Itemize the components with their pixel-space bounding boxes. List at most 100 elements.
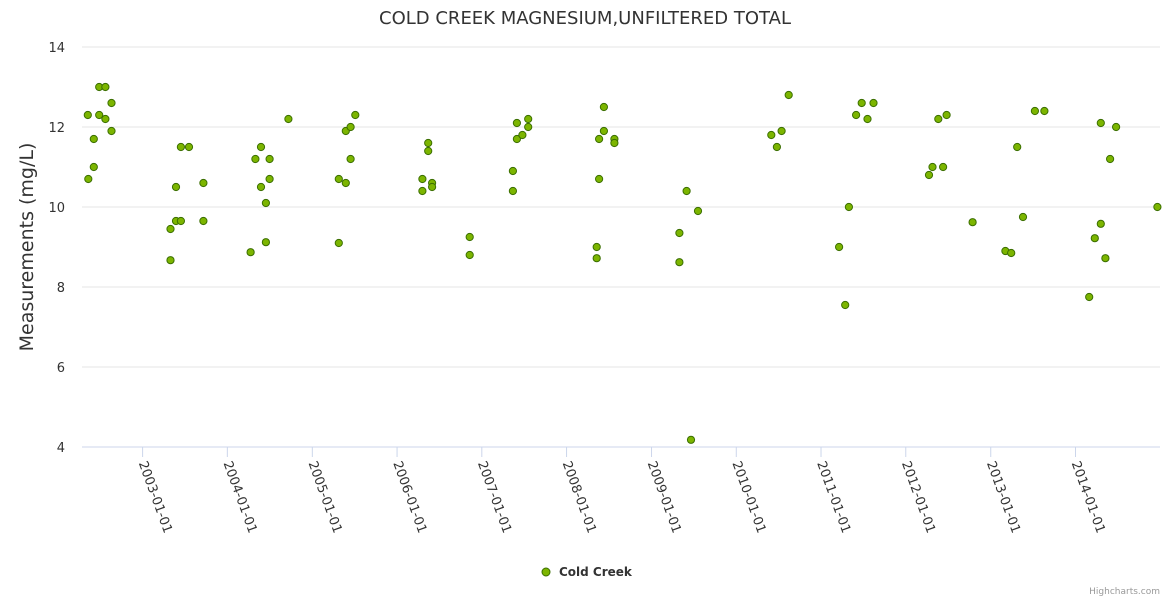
data-point[interactable] xyxy=(863,114,872,124)
data-point[interactable] xyxy=(107,126,116,136)
data-point[interactable] xyxy=(84,174,93,184)
data-point[interactable] xyxy=(942,110,951,120)
y-tick-label: 8 xyxy=(57,281,65,296)
data-point[interactable] xyxy=(508,186,518,196)
series-cold-creek xyxy=(83,82,1162,444)
data-point[interactable] xyxy=(772,142,782,152)
data-point[interactable] xyxy=(265,154,274,164)
data-point[interactable] xyxy=(284,114,293,124)
data-point[interactable] xyxy=(418,174,427,184)
data-point[interactable] xyxy=(89,134,98,144)
data-point[interactable] xyxy=(166,256,175,265)
data-point[interactable] xyxy=(176,216,185,226)
data-point[interactable] xyxy=(184,142,194,152)
data-point[interactable] xyxy=(524,114,533,124)
y-tick-label: 12 xyxy=(48,121,65,136)
data-point[interactable] xyxy=(518,130,527,140)
data-point[interactable] xyxy=(610,138,619,148)
data-point[interactable] xyxy=(418,186,427,196)
data-point[interactable] xyxy=(346,154,355,164)
data-point[interactable] xyxy=(166,224,175,234)
data-point[interactable] xyxy=(199,216,208,226)
data-point[interactable] xyxy=(176,142,185,152)
data-point[interactable] xyxy=(784,90,793,100)
data-point[interactable] xyxy=(261,238,270,247)
data-point[interactable] xyxy=(841,300,850,310)
data-point[interactable] xyxy=(928,162,937,172)
y-tick-label: 6 xyxy=(57,361,65,376)
data-point[interactable] xyxy=(512,118,522,128)
data-point[interactable] xyxy=(251,154,260,164)
y-tick-label: 10 xyxy=(48,201,65,216)
data-point[interactable] xyxy=(424,146,433,156)
data-point[interactable] xyxy=(682,186,691,196)
data-point[interactable] xyxy=(675,258,684,267)
data-point[interactable] xyxy=(256,142,266,152)
data-point[interactable] xyxy=(1153,202,1162,212)
data-point[interactable] xyxy=(599,126,609,136)
data-point[interactable] xyxy=(844,202,854,212)
data-point[interactable] xyxy=(857,98,866,108)
data-point[interactable] xyxy=(1101,254,1110,263)
data-point[interactable] xyxy=(869,98,878,108)
data-point[interactable] xyxy=(592,254,601,263)
data-point[interactable] xyxy=(1106,154,1115,164)
data-point[interactable] xyxy=(777,126,786,136)
data-point[interactable] xyxy=(89,162,98,172)
data-point[interactable] xyxy=(693,206,703,216)
data-point[interactable] xyxy=(924,170,934,180)
data-point[interactable] xyxy=(524,122,533,132)
data-point[interactable] xyxy=(83,110,92,120)
data-point[interactable] xyxy=(341,178,350,188)
data-point[interactable] xyxy=(1030,106,1040,116)
data-point[interactable] xyxy=(95,110,104,120)
data-point[interactable] xyxy=(346,122,355,132)
data-point[interactable] xyxy=(1090,234,1099,243)
data-point[interactable] xyxy=(334,174,343,184)
chart-title: COLD CREEK MAGNESIUM,UNFILTERED TOTAL xyxy=(379,8,791,29)
data-point[interactable] xyxy=(1096,118,1105,128)
data-point[interactable] xyxy=(199,178,208,188)
data-point[interactable] xyxy=(934,114,943,124)
data-point[interactable] xyxy=(686,435,696,444)
data-point[interactable] xyxy=(835,242,844,252)
data-point[interactable] xyxy=(1112,122,1121,132)
data-point[interactable] xyxy=(1040,106,1049,116)
data-point[interactable] xyxy=(508,166,518,176)
data-point[interactable] xyxy=(246,248,255,257)
data-point[interactable] xyxy=(595,134,604,144)
data-point[interactable] xyxy=(256,182,266,192)
data-point[interactable] xyxy=(428,182,437,192)
data-point[interactable] xyxy=(512,134,522,144)
data-point[interactable] xyxy=(767,130,776,140)
data-point[interactable] xyxy=(1013,142,1022,152)
data-point[interactable] xyxy=(465,232,474,242)
data-point[interactable] xyxy=(334,238,343,248)
data-point[interactable] xyxy=(592,242,601,252)
data-point[interactable] xyxy=(968,218,977,227)
legend-marker[interactable] xyxy=(541,567,551,577)
data-point[interactable] xyxy=(424,138,433,148)
legend[interactable]: Cold Creek xyxy=(541,565,633,579)
data-point[interactable] xyxy=(1018,212,1028,222)
data-point[interactable] xyxy=(107,98,116,108)
data-point[interactable] xyxy=(265,174,274,184)
data-point[interactable] xyxy=(101,82,110,92)
data-point[interactable] xyxy=(675,228,684,238)
data-point[interactable] xyxy=(1096,219,1105,228)
data-point[interactable] xyxy=(171,182,181,192)
data-point[interactable] xyxy=(1007,248,1016,258)
data-point[interactable] xyxy=(465,250,474,260)
data-point[interactable] xyxy=(599,102,609,112)
y-tick-label: 4 xyxy=(57,441,65,456)
data-point[interactable] xyxy=(852,110,861,120)
data-point[interactable] xyxy=(101,114,110,124)
data-point[interactable] xyxy=(261,198,270,208)
legend-item-cold-creek[interactable]: Cold Creek xyxy=(559,565,633,579)
data-point[interactable] xyxy=(1085,292,1094,302)
data-point[interactable] xyxy=(351,110,360,120)
data-point[interactable] xyxy=(939,162,948,172)
credits-link[interactable]: Highcharts.com xyxy=(1089,587,1160,597)
data-point[interactable] xyxy=(595,174,604,184)
